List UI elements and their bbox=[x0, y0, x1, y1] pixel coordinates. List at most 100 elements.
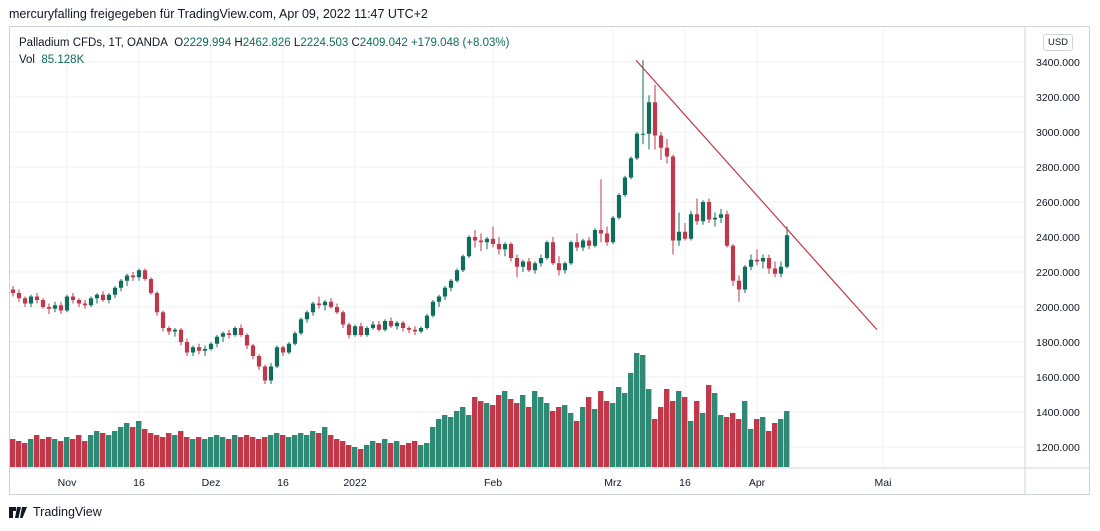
candle-body bbox=[112, 287, 118, 295]
candle-body bbox=[526, 261, 532, 271]
candle-body bbox=[214, 336, 220, 344]
tradingview-logo-icon bbox=[9, 506, 27, 518]
volume-bar bbox=[160, 437, 166, 467]
candle-body bbox=[748, 259, 754, 267]
candle-body bbox=[718, 214, 724, 218]
volume-bar bbox=[646, 389, 652, 467]
open-value: 2229.994 bbox=[183, 37, 232, 49]
candle-body bbox=[334, 307, 340, 313]
candle-body bbox=[70, 296, 76, 300]
symbol-name[interactable]: Palladium CFDs, 1T, OANDA bbox=[19, 37, 168, 49]
volume-bar bbox=[496, 395, 502, 467]
candle-body bbox=[700, 202, 706, 222]
candle-body bbox=[148, 279, 154, 293]
volume-bar bbox=[586, 397, 592, 467]
price-tick-label: 3400.000 bbox=[1036, 57, 1080, 69]
candle-body bbox=[190, 347, 196, 353]
volume-bar bbox=[352, 447, 358, 467]
candle-body bbox=[430, 301, 436, 316]
price-tick-label: 2800.000 bbox=[1036, 162, 1080, 174]
volume-bar bbox=[178, 431, 184, 467]
volume-bar bbox=[730, 413, 736, 467]
price-tick-label: 3200.000 bbox=[1036, 92, 1080, 104]
volume-bar bbox=[280, 435, 286, 467]
volume-bar bbox=[532, 391, 538, 467]
grid-lines bbox=[10, 27, 1024, 467]
volume-bar bbox=[226, 439, 232, 467]
candle-body bbox=[448, 280, 454, 288]
downtrend-line[interactable] bbox=[635, 59, 878, 331]
candle-body bbox=[538, 258, 544, 264]
candle-body bbox=[424, 315, 430, 328]
price-tick-label: 2400.000 bbox=[1036, 232, 1080, 244]
candle-body bbox=[94, 294, 100, 299]
volume-bar bbox=[94, 431, 100, 467]
candle-body bbox=[658, 135, 664, 148]
candle-body bbox=[400, 322, 406, 328]
time-tick-label: Feb bbox=[484, 477, 502, 489]
volume-bar bbox=[286, 437, 292, 467]
candle-body bbox=[640, 133, 646, 135]
currency-badge[interactable]: USD bbox=[1043, 34, 1073, 51]
candle-body bbox=[436, 296, 442, 302]
volume-bar bbox=[376, 443, 382, 467]
candle-body bbox=[496, 244, 502, 250]
volume-bar bbox=[514, 403, 520, 467]
candle-body bbox=[742, 266, 748, 290]
volume-bar bbox=[46, 437, 52, 467]
candle-body bbox=[160, 312, 166, 328]
volume-bar bbox=[382, 439, 388, 467]
candle-body bbox=[454, 270, 460, 281]
candle-body bbox=[634, 133, 640, 159]
footer-brand[interactable]: TradingView bbox=[9, 505, 102, 519]
candle-body bbox=[46, 307, 52, 309]
candle-body bbox=[574, 242, 580, 248]
price-tick-label: 1800.000 bbox=[1036, 337, 1080, 349]
volume-bar bbox=[64, 437, 70, 467]
volume-bar bbox=[220, 437, 226, 467]
volume-bar bbox=[340, 441, 346, 467]
volume-bar bbox=[418, 445, 424, 467]
volume-bar bbox=[610, 403, 616, 467]
candle-body bbox=[784, 235, 790, 267]
volume-bar bbox=[718, 415, 724, 467]
volume-bar bbox=[190, 439, 196, 467]
candle-body bbox=[106, 294, 112, 300]
volume-bar bbox=[34, 435, 40, 467]
time-tick-label: Nov bbox=[58, 477, 77, 489]
volume-bar bbox=[754, 419, 760, 467]
volume-bar bbox=[196, 437, 202, 467]
volume-bar bbox=[208, 437, 214, 467]
candle-body bbox=[514, 258, 520, 267]
volume-bar bbox=[742, 401, 748, 467]
candle-body bbox=[688, 214, 694, 239]
candle-body bbox=[340, 312, 346, 325]
candle-body bbox=[52, 305, 58, 309]
high-value: 2462.826 bbox=[242, 37, 291, 49]
candle-body bbox=[532, 263, 538, 271]
volume-bar bbox=[664, 389, 670, 467]
volume-bar bbox=[490, 405, 496, 467]
volume-bar bbox=[472, 397, 478, 467]
candle-body bbox=[220, 333, 226, 337]
candle-body bbox=[598, 230, 604, 234]
candle-body bbox=[196, 347, 202, 351]
price-axis-labels: 3400.000 3200.000 3000.000 2800.000 2600.000… bbox=[1036, 57, 1080, 454]
candle-body bbox=[502, 244, 508, 250]
volume-bar bbox=[538, 397, 544, 467]
candle-body bbox=[358, 326, 364, 335]
time-tick-label: Mai bbox=[875, 477, 892, 489]
price-tick-label: 3000.000 bbox=[1036, 127, 1080, 139]
candle-body bbox=[22, 298, 28, 304]
volume-bar bbox=[406, 443, 412, 467]
candle-body bbox=[154, 293, 160, 313]
volume-bar bbox=[244, 435, 250, 467]
volume-bar bbox=[388, 443, 394, 467]
candle-body bbox=[478, 240, 484, 243]
candles bbox=[10, 60, 790, 384]
candle-body bbox=[328, 301, 334, 307]
candle-body bbox=[508, 244, 514, 258]
candle-body bbox=[406, 328, 412, 330]
volume-value: 85.128K bbox=[41, 54, 85, 66]
